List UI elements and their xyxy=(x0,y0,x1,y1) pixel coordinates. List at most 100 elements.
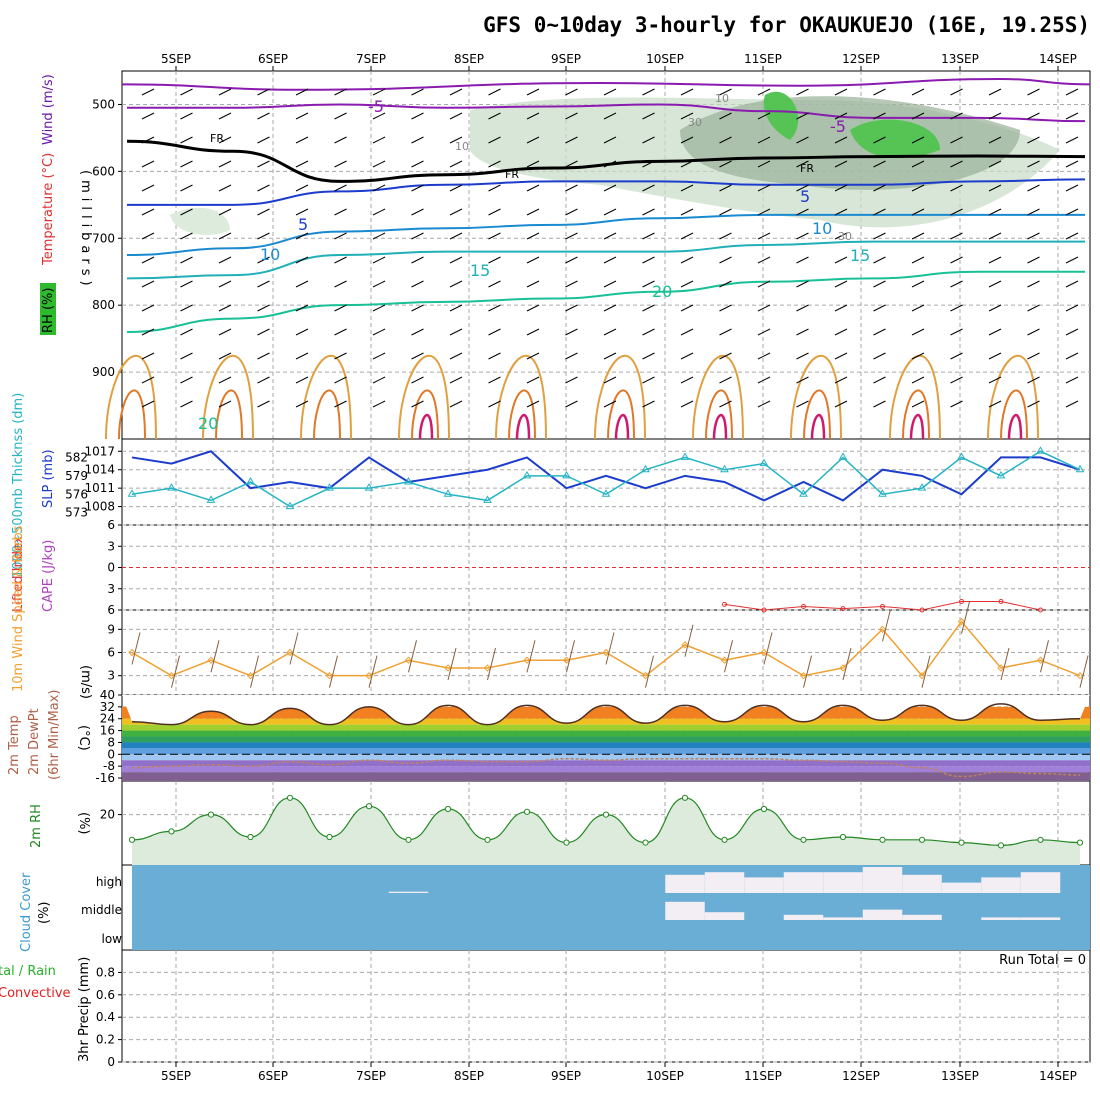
wind-barb xyxy=(565,256,578,264)
wind-barb xyxy=(1065,184,1079,192)
thickness-marker xyxy=(601,489,611,497)
wind-barb xyxy=(680,184,694,192)
wind-barb xyxy=(526,232,540,240)
rh2m-point xyxy=(721,836,728,843)
date-label-top: 14SEP xyxy=(1039,52,1077,66)
wind-barb xyxy=(449,352,463,360)
wind-barb xyxy=(257,88,270,96)
wind-barb xyxy=(950,232,963,240)
temperature-label: Temperature (°C) xyxy=(41,153,56,266)
wind-barb xyxy=(603,280,617,288)
temp2m-panel-labels: 2m Temp 2m DewPt (6hr Min/Max) (°C) xyxy=(7,690,91,780)
cloud-bar xyxy=(744,877,784,893)
thickness-marker xyxy=(127,489,137,497)
wind-barb xyxy=(873,376,886,384)
rh2m-point xyxy=(997,842,1005,849)
thickness-marker xyxy=(167,483,176,491)
y-tick-label: -8 xyxy=(103,759,115,773)
wind-barb xyxy=(334,184,347,192)
lifted-index-panel: 6 3 0 3 6 xyxy=(107,518,1090,617)
wind-barb xyxy=(488,160,501,168)
wind10m-barb xyxy=(803,655,812,688)
wind-barb xyxy=(988,184,1002,192)
wind-barb xyxy=(257,352,270,360)
wind-barb xyxy=(295,160,309,168)
rh2m-point xyxy=(839,833,847,841)
wind-barb xyxy=(796,256,809,264)
y-tick-label: 0 xyxy=(107,747,115,761)
wind-barb xyxy=(1065,136,1079,144)
y-tick-label: 600 xyxy=(92,164,115,178)
rh2m-point xyxy=(247,833,254,841)
wind-barb xyxy=(295,208,309,216)
date-label-top: 13SEP xyxy=(941,52,979,66)
wind-barb xyxy=(642,352,655,360)
y-tick-label: 24 xyxy=(100,712,115,726)
wind10m-marker xyxy=(1076,671,1084,680)
wind-barb xyxy=(988,304,1002,312)
wind-barb xyxy=(796,280,809,288)
wind10m-marker xyxy=(997,664,1005,672)
y-tick-label: 6 xyxy=(107,646,115,660)
wind-barb xyxy=(180,184,193,192)
wind-barb xyxy=(180,88,193,96)
wind-barb xyxy=(988,376,1002,384)
wind-barb xyxy=(372,136,386,144)
wind-barb xyxy=(565,136,578,144)
wind-10m-panel: 3 6 9 xyxy=(107,601,1090,688)
wind-barb xyxy=(873,328,886,336)
wind-barb xyxy=(834,376,848,384)
precip-panel: 0 0.2 0.4 0.6 0.8 xyxy=(96,965,1090,1069)
temp-band xyxy=(122,724,1090,731)
date-axis-bottom: 5SEP 6SEP 7SEP 8SEP 9SEP 10SEP 11SEP 12SEP 13SEP… xyxy=(161,1062,1077,1083)
panel-frame-precip xyxy=(121,949,1091,1063)
thermal-contour xyxy=(1000,389,1028,440)
wind-barb xyxy=(719,208,732,216)
cloud-bar xyxy=(1020,917,1061,920)
rh2m-point xyxy=(642,839,649,846)
wind-barb xyxy=(449,112,463,120)
wind-barb xyxy=(911,352,925,360)
wind-barb xyxy=(411,256,424,264)
wind-barb xyxy=(334,88,347,96)
thermal-contour xyxy=(215,389,243,440)
thickness-marker xyxy=(838,452,848,460)
wind-barb xyxy=(565,280,578,288)
wind-barb xyxy=(873,208,886,216)
isotherm-line xyxy=(127,103,1086,123)
wind-barb xyxy=(911,184,925,192)
wind-barb xyxy=(180,328,193,336)
contour-label: FR xyxy=(210,132,224,145)
wind-barb xyxy=(1065,88,1079,96)
cloud-bar xyxy=(783,872,824,893)
y-tick-label: 3 xyxy=(107,539,115,553)
cloud-cover-panel: high middle low xyxy=(81,865,1090,950)
date-label-bottom: 9SEP xyxy=(551,1069,581,1083)
wind-barb xyxy=(372,376,386,384)
rh-shade-light xyxy=(170,207,230,235)
wind-barb xyxy=(526,304,540,312)
wind-barb xyxy=(603,304,617,312)
wind-barb xyxy=(141,280,155,288)
wind-barb xyxy=(680,112,694,120)
y-tick-label: 1017 xyxy=(84,444,115,458)
thermal-contour xyxy=(118,389,146,440)
wind-barb xyxy=(372,352,386,360)
wind-barb xyxy=(526,184,540,192)
wind10m-marker xyxy=(562,656,571,664)
wind-barb xyxy=(680,232,694,240)
temp-band xyxy=(122,730,1090,737)
wind10m-barb xyxy=(961,601,970,634)
wind10m-marker xyxy=(444,664,452,672)
wind-barb xyxy=(180,280,193,288)
wind-barb xyxy=(488,184,501,192)
wind-barb xyxy=(295,256,309,264)
wind-barb xyxy=(449,88,463,96)
wind-barb xyxy=(950,88,963,96)
temp-mask xyxy=(122,695,1090,725)
wind-barb xyxy=(911,328,925,336)
wind-barb xyxy=(757,328,771,336)
wind-barb xyxy=(988,136,1002,144)
thermal-contour xyxy=(398,354,450,440)
wind-barb xyxy=(257,208,270,216)
